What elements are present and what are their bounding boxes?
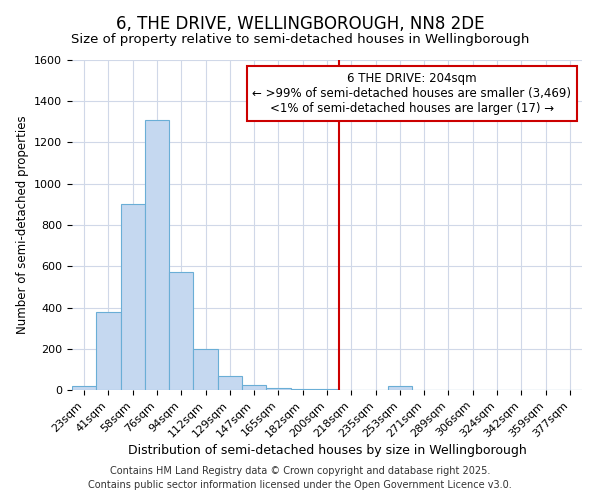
Bar xyxy=(266,388,290,390)
Bar xyxy=(388,386,412,390)
Bar xyxy=(315,389,339,390)
Bar xyxy=(145,120,169,390)
X-axis label: Distribution of semi-detached houses by size in Wellingborough: Distribution of semi-detached houses by … xyxy=(128,444,526,458)
Text: 6, THE DRIVE, WELLINGBOROUGH, NN8 2DE: 6, THE DRIVE, WELLINGBOROUGH, NN8 2DE xyxy=(116,15,484,33)
Text: Contains HM Land Registry data © Crown copyright and database right 2025.
Contai: Contains HM Land Registry data © Crown c… xyxy=(88,466,512,490)
Bar xyxy=(290,389,315,390)
Y-axis label: Number of semi-detached properties: Number of semi-detached properties xyxy=(16,116,29,334)
Bar xyxy=(121,204,145,390)
Text: Size of property relative to semi-detached houses in Wellingborough: Size of property relative to semi-detach… xyxy=(71,32,529,46)
Bar xyxy=(96,312,121,390)
Bar xyxy=(193,349,218,390)
Bar xyxy=(72,386,96,390)
Bar xyxy=(169,272,193,390)
Bar xyxy=(218,376,242,390)
Text: 6 THE DRIVE: 204sqm
← >99% of semi-detached houses are smaller (3,469)
<1% of se: 6 THE DRIVE: 204sqm ← >99% of semi-detac… xyxy=(253,72,571,116)
Bar xyxy=(242,385,266,390)
